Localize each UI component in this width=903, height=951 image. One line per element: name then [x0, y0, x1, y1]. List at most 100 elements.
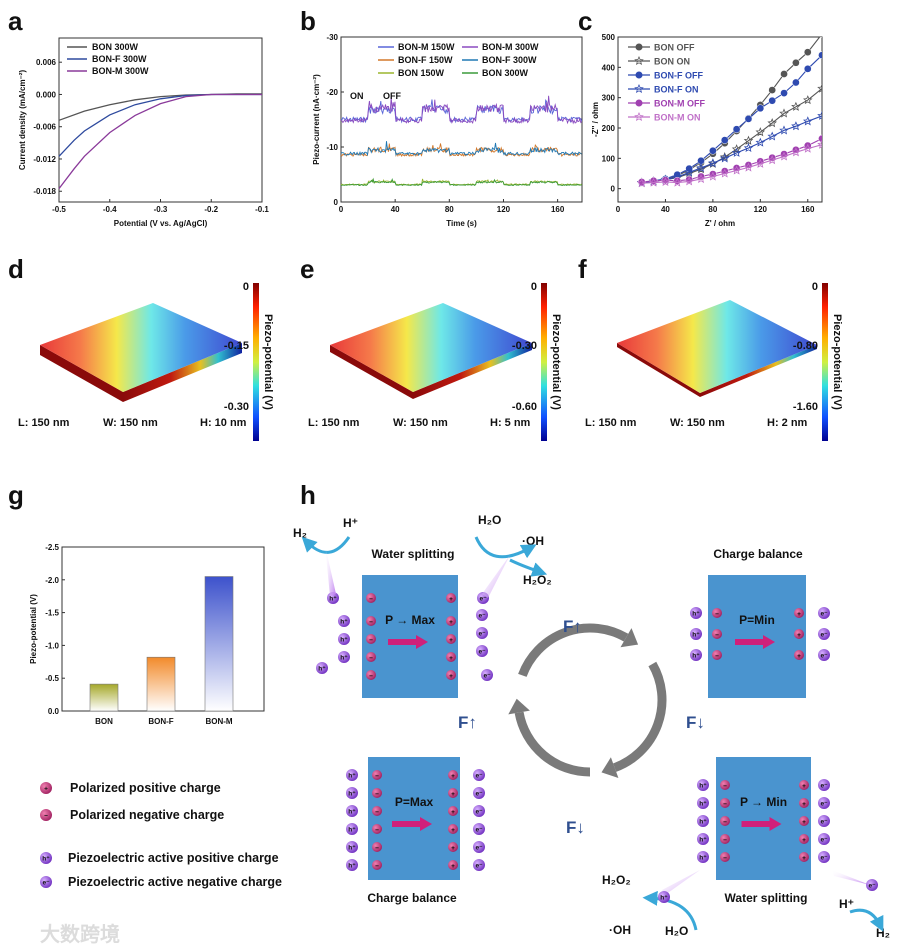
svg-text:e⁻: e⁻ [475, 809, 483, 816]
x-tick-label: BON-F [148, 717, 173, 726]
svg-text:−: − [375, 791, 379, 798]
x-axis-label: Potential (V vs. Ag/AgCl) [114, 219, 208, 228]
svg-text:+: + [449, 655, 453, 662]
legend-marker [635, 71, 643, 79]
svg-text:−: − [375, 827, 379, 834]
svg-text:+: + [802, 837, 806, 844]
svg-text:e⁻: e⁻ [820, 801, 828, 808]
active-positive-charge: h⁺ [346, 841, 358, 853]
data-point [634, 84, 644, 94]
data-point [743, 135, 754, 145]
colorbar-title: Piezo-potential (V) [262, 314, 274, 410]
panel-label-e: e [300, 254, 314, 284]
legend-item: e⁻ Piezoelectric active negative charge [40, 875, 282, 889]
polarized-negative-charge: − [372, 860, 382, 870]
polarization-arrow-icon [388, 635, 428, 649]
polarized-negative-charge: − [366, 616, 376, 626]
svg-text:h⁺: h⁺ [699, 783, 707, 790]
svg-text:+: + [451, 845, 455, 852]
species-h2: H₂ [876, 926, 890, 940]
piezo-crystal [716, 757, 811, 880]
crystal-state-1: − + − + − + − + − + h⁺ h⁺ h⁺ h⁺ h⁺ e⁻ e⁻ e⁻ e⁻ e⁻ Water spli… [316, 547, 493, 698]
charge-trail [325, 545, 336, 596]
polarized-negative-charge: − [366, 652, 376, 662]
active-positive-charge: h⁺ [346, 787, 358, 799]
dimension-label: L: 150 nm [18, 417, 70, 429]
y-tick-label: -1.0 [45, 641, 59, 650]
cycle-arc [612, 661, 667, 772]
svg-text:+: + [451, 809, 455, 816]
svg-text:h⁺: h⁺ [348, 845, 356, 852]
polarized-negative-charge: − [366, 634, 376, 644]
y-axis-label: Piezo-potential (V) [29, 594, 38, 664]
y-tick-label: 0.000 [36, 90, 57, 99]
data-point [803, 116, 813, 126]
svg-text:−: − [369, 619, 373, 626]
active-positive-charge: h⁺ [338, 651, 350, 663]
charge-trail [482, 555, 510, 598]
active-positive-charge: h⁺ [658, 891, 670, 903]
y-tick-label: -0.5 [45, 674, 59, 683]
slab-left-face [40, 345, 123, 402]
colorbar-tick-label: 0 [531, 281, 537, 293]
data-point [732, 125, 741, 134]
legend-label: BON 300W [92, 42, 139, 52]
svg-text:h⁺: h⁺ [329, 596, 337, 603]
active-negative-charge: e⁻ [476, 645, 488, 657]
data-point [743, 162, 754, 172]
species-oh: ·OH [522, 534, 544, 548]
active-positive-charge: h⁺ [690, 607, 702, 619]
chart-c-nyquist: 0 40 80 120 160 0 100 200 300 400 500 Z' / ohm -Z'' … [591, 33, 823, 228]
bar-bon [89, 683, 119, 712]
x-tick-label: -0.4 [103, 205, 117, 214]
dimension-label: H: 2 nm [767, 417, 808, 429]
simulation-panel-f: 0 -0.80 -1.60 Piezo-potential (V) L: 150 nm W… [585, 281, 843, 441]
x-tick-label: BON [95, 717, 113, 726]
data-point [779, 108, 789, 118]
colorbar-tick-label: -1.60 [793, 401, 818, 413]
data-point [818, 51, 822, 60]
data-point [755, 158, 766, 168]
active-negative-charge: e⁻ [473, 841, 485, 853]
watermark: 大数跨境 [40, 922, 120, 946]
data-point [767, 155, 777, 165]
polarized-negative-charge: − [372, 770, 382, 780]
piezo-crystal [362, 575, 458, 698]
data-point [780, 70, 788, 78]
svg-text:e⁻: e⁻ [475, 845, 483, 852]
svg-text:e⁻: e⁻ [479, 596, 487, 603]
active-negative-charge: e⁻ [866, 879, 878, 891]
svg-text:+: + [449, 637, 453, 644]
active-negative-charge: e⁻ [476, 627, 488, 639]
svg-text:h⁺: h⁺ [348, 863, 356, 870]
data-point [648, 177, 659, 187]
data-point [818, 134, 822, 143]
active-negative-charge: e⁻ [476, 609, 488, 621]
svg-text:e⁻: e⁻ [478, 649, 486, 656]
dimension-label: W: 150 nm [670, 417, 725, 429]
svg-text:e⁻: e⁻ [483, 673, 491, 680]
bar-bon-m [204, 576, 234, 712]
svg-text:e⁻: e⁻ [42, 880, 50, 887]
active-negative-charge: e⁻ [473, 859, 485, 871]
svg-text:−: − [723, 819, 727, 826]
reaction-arrow-icon [509, 558, 548, 577]
svg-text:−: − [369, 637, 373, 644]
legend-item: − Polarized negative charge [40, 808, 224, 822]
legend-marker [635, 99, 643, 107]
series-line-bon-f-300w [340, 141, 582, 157]
svg-text:+: + [451, 773, 455, 780]
data-point [803, 143, 813, 153]
colorbar-tick-label: -0.30 [512, 340, 537, 352]
svg-text:h⁺: h⁺ [692, 653, 700, 660]
y-tick-label: -20 [326, 88, 338, 97]
svg-text:h⁺: h⁺ [699, 801, 707, 808]
y-tick-label: -10 [326, 143, 338, 152]
slab-left-face [617, 343, 700, 397]
svg-text:e⁻: e⁻ [820, 632, 828, 639]
simulation-panel-e: 0 -0.30 -0.60 Piezo-potential (V) L: 150 nm W… [308, 281, 562, 441]
dimension-label: W: 150 nm [103, 417, 158, 429]
y-axis-label: Piezo-current (nA·cm⁻²) [312, 74, 321, 165]
active-positive-charge: h⁺ [316, 662, 328, 674]
svg-text:−: − [715, 611, 719, 618]
